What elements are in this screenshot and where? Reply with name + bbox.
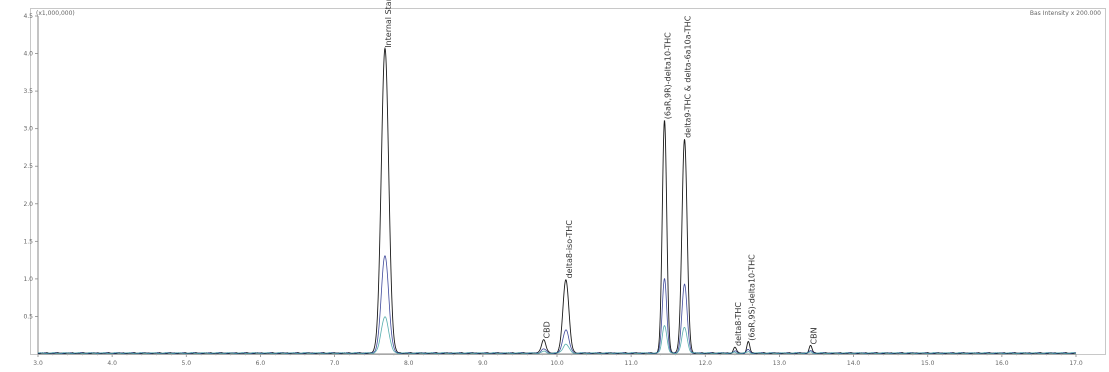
x-tick-label: 10.0 <box>550 360 564 367</box>
peak-label: CBN <box>810 327 819 344</box>
y-tick-label: 2.0 <box>23 201 33 208</box>
x-tick-label: 4.0 <box>107 360 117 367</box>
y-scale-label: (x1,000,000) <box>36 10 75 17</box>
x-tick-label: 3.0 <box>33 360 43 367</box>
x-tick-label: 7.0 <box>330 360 340 367</box>
series-line-1 <box>37 46 1077 355</box>
y-tick-label: 3.5 <box>23 88 33 95</box>
peak-label: (6aR,9S)-delta10-THC <box>747 254 756 341</box>
y-tick-label: 3.0 <box>23 126 33 133</box>
x-tick-label: 9.0 <box>478 360 488 367</box>
x-tick-label: 15.0 <box>921 360 935 367</box>
intensity-label: Bas Intensity x 200.000 <box>1029 10 1101 17</box>
series-line-2 <box>37 255 1077 355</box>
peak-label: CBD <box>543 321 552 338</box>
x-tick-label: 11.0 <box>624 360 638 367</box>
x-tick-label: 17.0 <box>1069 360 1083 367</box>
y-tick-label: 0.5 <box>23 313 33 320</box>
peak-label: (6aR,9R)-delta10-THC <box>664 32 673 119</box>
x-tick-label: 6.0 <box>256 360 266 367</box>
y-tick-label: 4.5 <box>23 13 33 20</box>
y-tick-label: 1.5 <box>23 238 33 245</box>
x-tick-label: 14.0 <box>847 360 861 367</box>
y-tick-label: 2.5 <box>23 163 33 170</box>
y-tick-label: 1.0 <box>23 276 33 283</box>
peak-label: delta8-iso-THC <box>565 220 574 279</box>
x-tick-label: 12.0 <box>699 360 713 367</box>
x-tick-label: 8.0 <box>404 360 414 367</box>
y-tick-label: 4.0 <box>23 51 33 58</box>
peak-label: Internal Standard <box>384 0 393 48</box>
x-tick-label: 16.0 <box>995 360 1009 367</box>
x-tick-label: 5.0 <box>182 360 192 367</box>
x-tick-label: 13.0 <box>773 360 787 367</box>
series-line-3 <box>37 316 1077 355</box>
peak-label: delta9-THC & delta-6a10a-THC <box>684 15 693 138</box>
peak-label: delta8-THC <box>734 302 743 346</box>
